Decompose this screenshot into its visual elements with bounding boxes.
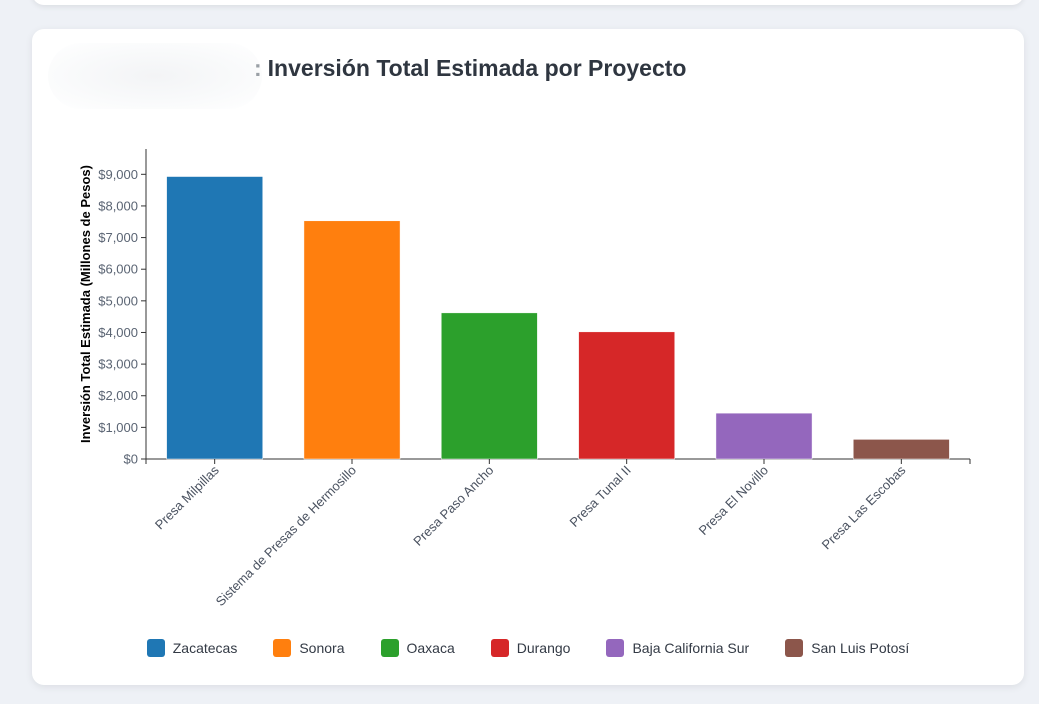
y-tick-label: $2,000 bbox=[98, 388, 138, 403]
title-lead: : bbox=[254, 55, 262, 81]
legend-item: Zacatecas bbox=[146, 639, 238, 657]
legend-swatch bbox=[490, 639, 509, 657]
bar bbox=[578, 331, 675, 460]
y-tick-label: $8,000 bbox=[98, 198, 138, 213]
x-tick-label: Sistema de Presas de Hermosillo bbox=[213, 463, 360, 610]
legend-item: Durango bbox=[490, 639, 571, 657]
legend-item: Baja California Sur bbox=[606, 639, 749, 657]
y-tick-label: $4,000 bbox=[98, 325, 138, 340]
legend-label: San Luis Potosí bbox=[811, 640, 910, 656]
legend-swatch bbox=[273, 639, 292, 657]
blurred-logo bbox=[48, 43, 262, 109]
legend-swatch bbox=[606, 639, 625, 657]
x-tick-label: Presa El Novillo bbox=[696, 463, 771, 538]
legend-swatch bbox=[380, 639, 399, 657]
y-axis-title: Inversión Total Estimada (Millones de Pe… bbox=[78, 165, 93, 443]
bar bbox=[166, 176, 263, 460]
bar bbox=[303, 220, 401, 460]
legend-label: Oaxaca bbox=[406, 640, 455, 656]
legend-label: Zacatecas bbox=[172, 640, 238, 656]
y-tick-label: $1,000 bbox=[98, 420, 138, 435]
bar bbox=[441, 312, 538, 460]
legend-item: San Luis Potosí bbox=[785, 639, 909, 657]
bar-chart: $0 $1,000 $2,000 $3,000 $4,000 $5,000 $6,000 $7… bbox=[78, 149, 971, 610]
y-tick-label: $9,000 bbox=[98, 167, 138, 182]
legend-swatch bbox=[146, 639, 165, 657]
legend-label: Sonora bbox=[299, 640, 345, 656]
x-tick-label: Presa Las Escobas bbox=[819, 462, 909, 552]
chart-card: : Inversión Total Estimada por Proyecto $… bbox=[32, 29, 1024, 685]
x-tick-label: Presa Paso Ancho bbox=[410, 463, 496, 549]
legend-label: Durango bbox=[516, 640, 571, 656]
legend-swatch bbox=[785, 639, 804, 657]
x-tick-label: Presa Tunal II bbox=[566, 463, 633, 530]
bar bbox=[853, 439, 950, 460]
legend-item: Sonora bbox=[273, 639, 345, 657]
previous-card bbox=[32, 0, 1024, 5]
chart-title: : Inversión Total Estimada por Proyecto bbox=[254, 55, 686, 82]
x-tick-label: Presa Milpillas bbox=[152, 462, 222, 532]
chart-legend: Zacatecas Sonora Oaxaca Durango Baja Califor… bbox=[32, 639, 1024, 657]
bar bbox=[715, 412, 813, 460]
y-tick-label: $5,000 bbox=[98, 293, 138, 308]
chart-title-text: Inversión Total Estimada por Proyecto bbox=[267, 55, 687, 81]
legend-label: Baja California Sur bbox=[632, 640, 750, 656]
y-tick-label: $6,000 bbox=[98, 262, 138, 277]
y-tick-label: $7,000 bbox=[98, 230, 138, 245]
y-tick-label: $0 bbox=[124, 452, 138, 467]
legend-item: Oaxaca bbox=[380, 639, 455, 657]
y-tick-label: $3,000 bbox=[98, 357, 138, 372]
